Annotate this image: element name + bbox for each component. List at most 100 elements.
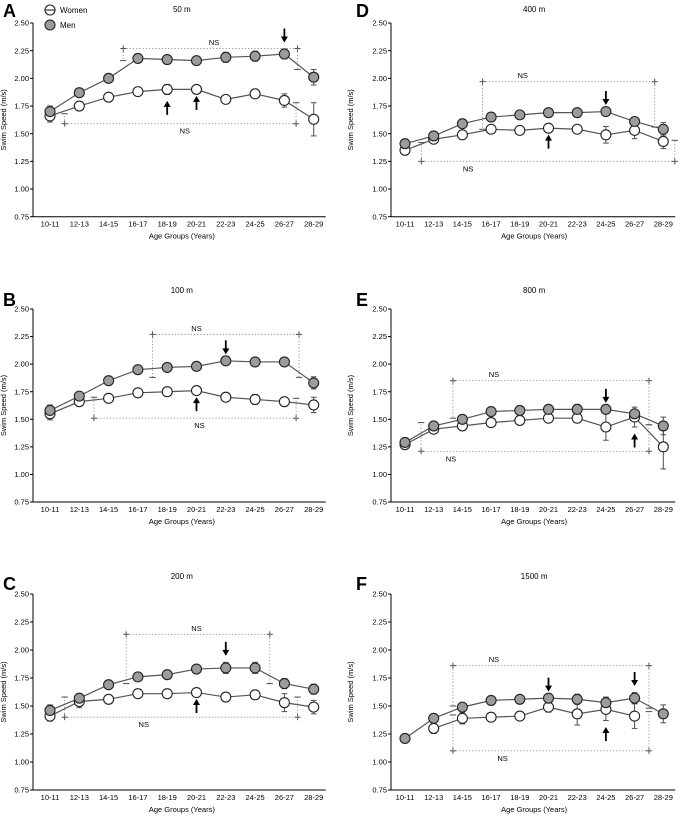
- x-tick-label: 12-13: [424, 793, 443, 802]
- x-tick-label: 14-15: [99, 220, 118, 229]
- data-point-men: [456, 413, 468, 425]
- y-tick-label: 1.50: [14, 702, 29, 711]
- x-tick-label: 28-29: [304, 505, 323, 514]
- significance-arrow-up: [193, 397, 200, 404]
- legend-marker-men-icon: [44, 19, 56, 31]
- data-point-men: [132, 364, 144, 376]
- x-tick-label: 28-29: [654, 505, 673, 514]
- significance-arrow-up: [545, 134, 552, 141]
- x-tick-label: 10-11: [396, 220, 415, 229]
- y-tick-label: 1.00: [372, 758, 387, 767]
- data-point-men: [103, 679, 115, 691]
- data-point-men: [428, 420, 440, 432]
- ns-label: NS: [463, 164, 473, 173]
- x-tick-label: 12-13: [70, 505, 89, 514]
- significance-arrow-up: [193, 699, 200, 706]
- data-point-men: [571, 693, 583, 705]
- data-point-women: [220, 391, 232, 403]
- data-point-men: [629, 115, 641, 128]
- y-tick-label: 1.00: [14, 758, 29, 767]
- data-point-women: [308, 399, 320, 411]
- x-tick-label: 14-15: [99, 505, 118, 514]
- x-tick-label: 16-17: [128, 505, 147, 514]
- legend-label: Men: [60, 21, 76, 30]
- y-axis-title: Swim Speed (m/s): [346, 661, 355, 723]
- x-tick-label: 26-27: [275, 505, 294, 514]
- data-point-women: [542, 122, 555, 134]
- data-point-men: [308, 71, 320, 83]
- panel-title: 1500 m: [521, 572, 548, 581]
- data-point-men: [485, 111, 497, 123]
- ns-label: NS: [446, 454, 456, 463]
- x-axis-title: Age Groups (Years): [149, 232, 216, 241]
- y-tick-label: 1.25: [14, 442, 29, 451]
- x-tick-label: 18-19: [510, 220, 529, 229]
- data-point-men: [103, 72, 115, 84]
- series-line-men: [404, 697, 664, 739]
- x-tick-label: 18-19: [158, 793, 177, 802]
- x-tick-label: 24-25: [246, 220, 265, 229]
- data-point-women: [571, 123, 583, 135]
- y-axis-title: Swim Speed (m/s): [0, 89, 8, 151]
- data-point-women: [161, 83, 173, 95]
- x-tick-label: 22-23: [568, 505, 587, 514]
- x-tick-label: 12-13: [70, 793, 89, 802]
- data-point-women: [249, 689, 261, 701]
- x-tick-label: 16-17: [482, 220, 501, 229]
- data-point-men: [542, 107, 555, 119]
- panel-D: D 400 m 2.50 2.25 2.00 1.75 1.50 1.25 1.00 0.75 10…: [346, 1, 678, 241]
- significance-arrow-down: [602, 396, 610, 403]
- x-tick-label: 10-11: [396, 505, 415, 514]
- x-tick-label: 20-21: [187, 793, 206, 802]
- x-tick-label: 20-21: [539, 793, 558, 802]
- significance-arrow-up: [631, 433, 639, 440]
- ns-label: NS: [139, 720, 149, 729]
- series-line-men: [404, 110, 664, 145]
- data-point-men: [399, 732, 411, 745]
- y-tick-label: 2.25: [14, 332, 29, 341]
- data-point-men: [132, 52, 144, 64]
- y-axis-title: Swim Speed (m/s): [346, 374, 355, 436]
- y-tick-label: 1.75: [14, 102, 29, 111]
- x-tick-label: 14-15: [453, 220, 472, 229]
- y-axis-title: Swim Speed (m/s): [0, 661, 8, 723]
- x-axis-title: Age Groups (Years): [149, 517, 216, 526]
- data-point-men: [44, 404, 56, 417]
- data-point-women: [600, 129, 612, 141]
- data-point-men: [161, 669, 173, 681]
- x-tick-label: 16-17: [482, 505, 501, 514]
- data-point-men: [514, 109, 526, 121]
- panel-C: C 200 m 2.50 2.25 2.00 1.75 1.50 1.25 1.00 0.75 10…: [0, 572, 326, 814]
- series-line-men: [404, 408, 664, 443]
- y-tick-label: 2.00: [14, 360, 29, 369]
- data-point-women: [428, 722, 440, 734]
- panel-letter: D: [356, 1, 369, 21]
- data-point-men: [161, 361, 173, 374]
- data-point-women: [308, 113, 320, 125]
- y-tick-label: 2.25: [372, 46, 387, 55]
- legend-label: Women: [60, 6, 87, 15]
- x-tick-label: 16-17: [482, 793, 501, 802]
- y-tick-label: 1.00: [14, 470, 29, 479]
- data-point-women: [485, 123, 497, 135]
- panel-letter: A: [3, 1, 16, 21]
- data-point-men: [220, 355, 232, 367]
- data-point-men: [657, 123, 669, 135]
- data-point-women: [456, 129, 468, 141]
- y-tick-label: 1.25: [372, 157, 387, 166]
- x-axis-title: Age Groups (Years): [501, 805, 568, 814]
- series-line-men: [49, 360, 315, 412]
- panel-title: 800 m: [523, 286, 546, 295]
- x-tick-label: 24-25: [246, 505, 265, 514]
- x-tick-label: 22-23: [568, 220, 587, 229]
- y-tick-label: 2.25: [372, 332, 387, 341]
- data-point-men: [161, 53, 173, 66]
- data-point-women: [278, 697, 290, 709]
- data-point-men: [485, 406, 497, 418]
- data-point-women: [485, 711, 497, 723]
- panel-title: 50 m: [173, 5, 191, 14]
- ns-label: NS: [489, 370, 499, 379]
- panel-letter: F: [356, 574, 367, 594]
- y-tick-label: 0.75: [372, 212, 387, 221]
- y-tick-label: 2.25: [14, 46, 29, 55]
